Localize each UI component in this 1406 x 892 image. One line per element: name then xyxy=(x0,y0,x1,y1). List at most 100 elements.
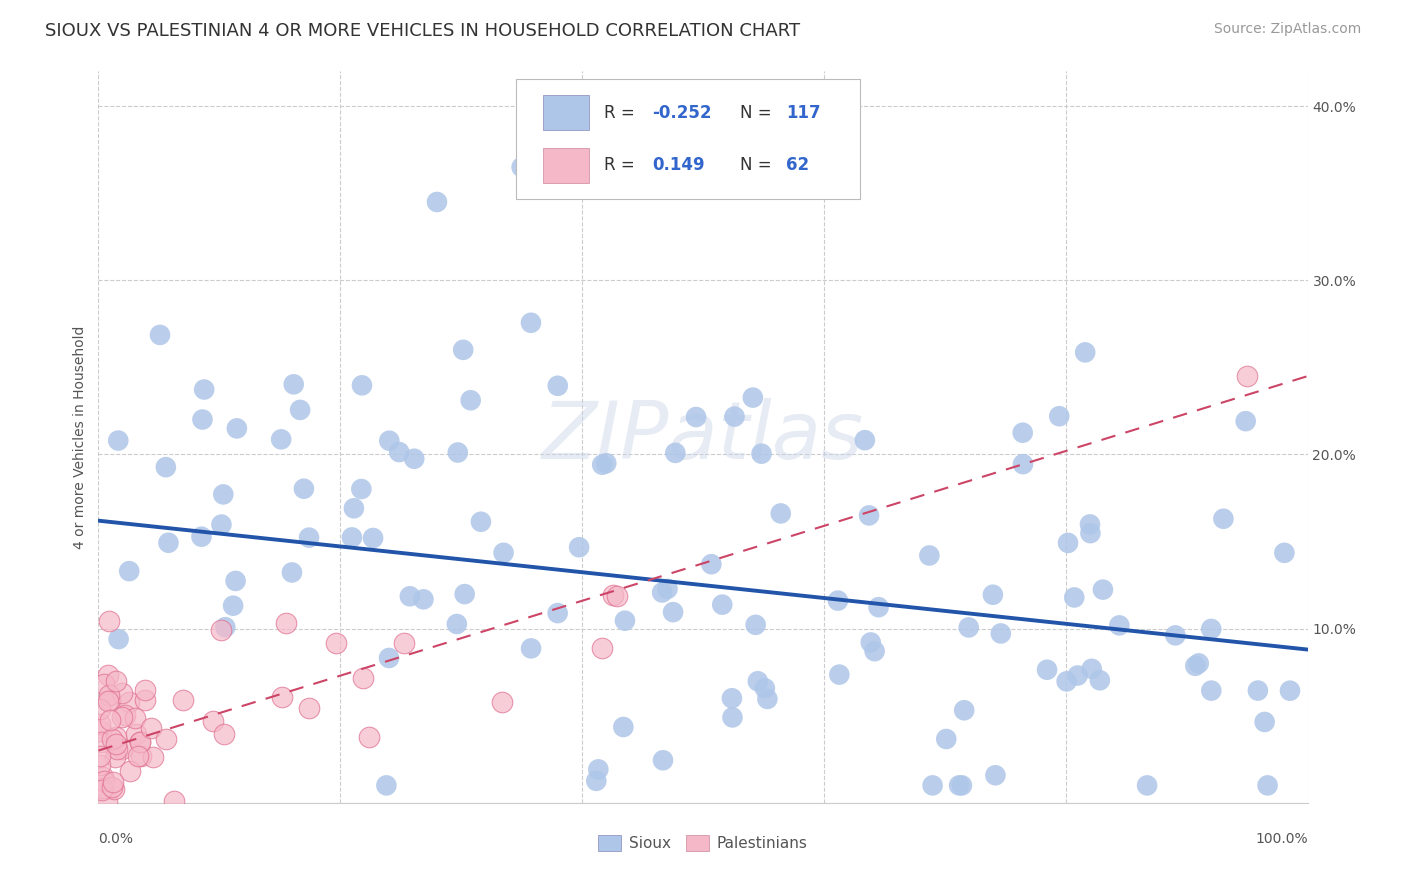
Point xyxy=(547,606,569,620)
Point xyxy=(127,749,149,764)
Text: SIOUX VS PALESTINIAN 4 OR MORE VEHICLES IN HOUSEHOLD CORRELATION CHART: SIOUX VS PALESTINIAN 4 OR MORE VEHICLES … xyxy=(45,22,800,40)
Text: R =: R = xyxy=(603,104,640,122)
Point xyxy=(769,507,792,521)
Point xyxy=(990,626,1012,640)
Point xyxy=(1074,345,1097,359)
Point xyxy=(591,458,613,472)
Point xyxy=(957,620,980,634)
Point xyxy=(118,695,141,709)
Point xyxy=(1236,369,1258,384)
Point xyxy=(1108,618,1130,632)
Point xyxy=(1164,628,1187,642)
Point xyxy=(948,778,970,792)
Point xyxy=(93,780,115,795)
Point xyxy=(606,589,628,603)
Point xyxy=(1066,668,1088,682)
Point xyxy=(157,535,180,549)
Point xyxy=(426,194,449,209)
Point xyxy=(107,632,129,646)
Point xyxy=(155,460,177,475)
Point xyxy=(1091,582,1114,597)
Point xyxy=(274,616,297,631)
Point xyxy=(96,794,118,808)
Point xyxy=(412,592,434,607)
Text: N =: N = xyxy=(741,156,778,174)
Point xyxy=(91,770,114,784)
Legend: Sioux, Palestinians: Sioux, Palestinians xyxy=(592,830,814,857)
Text: 100.0%: 100.0% xyxy=(1256,832,1308,846)
Point xyxy=(491,695,513,709)
Point xyxy=(613,614,636,628)
Point xyxy=(292,482,315,496)
Point xyxy=(193,383,215,397)
Point xyxy=(129,734,152,748)
Point xyxy=(747,674,769,689)
Point xyxy=(124,710,146,724)
Point xyxy=(378,651,401,665)
Point xyxy=(754,681,776,696)
Point xyxy=(547,378,569,392)
Point xyxy=(163,794,186,808)
Point xyxy=(325,636,347,650)
Point xyxy=(1057,536,1080,550)
Point xyxy=(447,445,470,459)
Text: 62: 62 xyxy=(786,156,810,174)
Point xyxy=(744,617,766,632)
Point xyxy=(1257,778,1279,792)
Point xyxy=(1184,658,1206,673)
Point xyxy=(918,549,941,563)
Point xyxy=(492,546,515,560)
Point xyxy=(129,749,152,764)
Point xyxy=(1199,622,1222,636)
Point xyxy=(149,327,172,342)
Point xyxy=(340,530,363,544)
Point xyxy=(1047,409,1070,424)
Point xyxy=(1247,683,1270,698)
Point xyxy=(107,434,129,448)
Point xyxy=(142,750,165,764)
Point xyxy=(1056,674,1078,689)
Point xyxy=(214,620,236,634)
Point xyxy=(93,773,115,788)
Point xyxy=(104,750,127,764)
Point xyxy=(664,446,686,460)
Point xyxy=(191,412,214,426)
Point xyxy=(375,778,398,792)
Point xyxy=(1201,683,1223,698)
Point xyxy=(343,501,366,516)
Point xyxy=(595,456,617,470)
Point xyxy=(1063,591,1085,605)
Point xyxy=(105,737,128,751)
Point xyxy=(827,593,849,607)
Point xyxy=(868,600,890,615)
Point xyxy=(392,636,415,650)
Point xyxy=(399,589,422,603)
Point xyxy=(201,714,224,728)
Point xyxy=(105,673,128,688)
Point xyxy=(111,742,134,756)
Point xyxy=(651,585,673,599)
Point xyxy=(984,768,1007,782)
Point xyxy=(281,566,304,580)
Point xyxy=(350,482,373,496)
Point xyxy=(585,773,607,788)
Point xyxy=(520,316,543,330)
Point xyxy=(212,727,235,741)
Point xyxy=(89,717,111,731)
Point xyxy=(270,433,292,447)
Point xyxy=(591,641,613,656)
Point xyxy=(361,531,384,545)
Point xyxy=(105,742,128,756)
Point xyxy=(104,731,127,745)
Bar xyxy=(543,95,589,130)
Point xyxy=(118,764,141,778)
Point xyxy=(100,780,122,794)
Point xyxy=(225,574,247,588)
Text: R =: R = xyxy=(603,156,640,174)
Point xyxy=(359,730,381,744)
Point xyxy=(101,775,124,789)
Point xyxy=(716,169,738,183)
Point xyxy=(271,690,294,705)
Point xyxy=(1253,714,1275,729)
Point xyxy=(1012,457,1035,471)
